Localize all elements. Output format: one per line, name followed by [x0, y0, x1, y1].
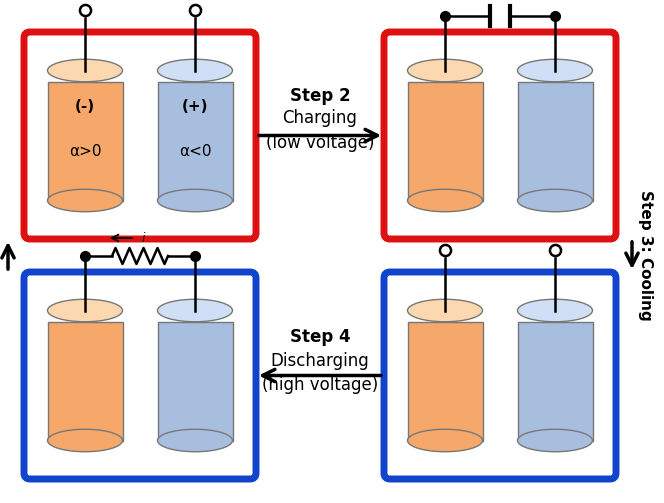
- Bar: [517, 82, 592, 201]
- FancyBboxPatch shape: [24, 32, 256, 239]
- Ellipse shape: [408, 59, 483, 82]
- Text: Step 3: Cooling: Step 3: Cooling: [639, 190, 653, 321]
- Text: Discharging: Discharging: [271, 352, 369, 370]
- Ellipse shape: [157, 299, 232, 322]
- Text: Step 2: Step 2: [290, 87, 351, 105]
- FancyBboxPatch shape: [384, 272, 616, 479]
- Ellipse shape: [517, 429, 592, 452]
- Ellipse shape: [157, 189, 232, 212]
- Text: Charging: Charging: [283, 109, 357, 126]
- Ellipse shape: [157, 429, 232, 452]
- Ellipse shape: [517, 59, 592, 82]
- Ellipse shape: [517, 189, 592, 212]
- Bar: [408, 322, 483, 441]
- FancyBboxPatch shape: [384, 32, 616, 239]
- Text: α<0: α<0: [179, 143, 211, 158]
- Ellipse shape: [517, 299, 592, 322]
- Ellipse shape: [408, 299, 483, 322]
- Bar: [48, 322, 122, 441]
- Text: (high voltage): (high voltage): [262, 377, 378, 394]
- Text: α>0: α>0: [69, 143, 101, 158]
- Ellipse shape: [48, 59, 122, 82]
- Ellipse shape: [408, 189, 483, 212]
- Bar: [517, 322, 592, 441]
- Ellipse shape: [48, 429, 122, 452]
- Bar: [157, 322, 232, 441]
- Text: (-): (-): [75, 100, 95, 114]
- Text: Step 1: Heating: Step 1: Heating: [0, 188, 1, 323]
- Ellipse shape: [48, 189, 122, 212]
- Bar: [48, 82, 122, 201]
- Bar: [408, 82, 483, 201]
- Text: (+): (+): [182, 100, 208, 114]
- Text: Step 4: Step 4: [290, 328, 351, 347]
- FancyBboxPatch shape: [24, 272, 256, 479]
- Ellipse shape: [408, 429, 483, 452]
- Ellipse shape: [157, 59, 232, 82]
- Bar: [157, 82, 232, 201]
- Text: (low voltage): (low voltage): [266, 134, 374, 152]
- Text: i: i: [142, 231, 145, 244]
- Ellipse shape: [48, 299, 122, 322]
